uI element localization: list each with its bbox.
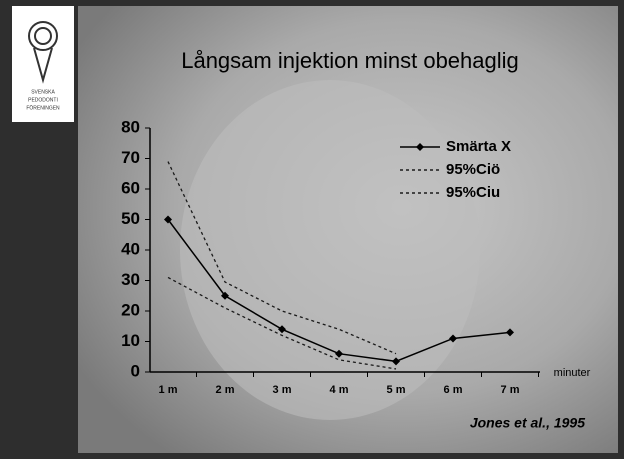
y-tick-label: 30: [121, 270, 140, 289]
x-tick-label: 1 m: [159, 384, 178, 396]
logo-text: SVENSKA: [31, 89, 55, 95]
source: Jones et al., 1995: [470, 415, 585, 431]
y-tick-label: 40: [121, 239, 140, 258]
logo-text: FÖRENINGEN: [26, 104, 60, 111]
x-tick-label: 2 m: [216, 384, 235, 396]
y-tick-label: 0: [131, 361, 140, 380]
chart-title: Långsam injektion minst obehaglig: [181, 48, 519, 73]
x-axis-label: minuter: [554, 367, 591, 379]
x-tick-label: 5 m: [387, 384, 406, 396]
legend-label: 95%Ciö: [446, 161, 500, 178]
y-tick-label: 20: [121, 300, 140, 319]
legend-label: 95%Ciu: [446, 184, 500, 201]
y-tick-label: 70: [121, 148, 140, 167]
logo-text: PEDODONTI: [28, 97, 58, 103]
x-tick-label: 6 m: [444, 384, 463, 396]
photo-face: [180, 80, 480, 420]
x-tick-label: 3 m: [273, 384, 292, 396]
y-tick-label: 60: [121, 178, 140, 197]
legend-label: Smärta X: [446, 138, 511, 155]
slide: SVENSKA PEDODONTI FÖRENINGEN Långsam inj…: [0, 0, 624, 459]
x-tick-label: 7 m: [501, 384, 520, 396]
y-tick-label: 80: [121, 117, 140, 136]
y-tick-label: 50: [121, 209, 140, 228]
x-tick-label: 4 m: [330, 384, 349, 396]
y-tick-label: 10: [121, 331, 140, 350]
